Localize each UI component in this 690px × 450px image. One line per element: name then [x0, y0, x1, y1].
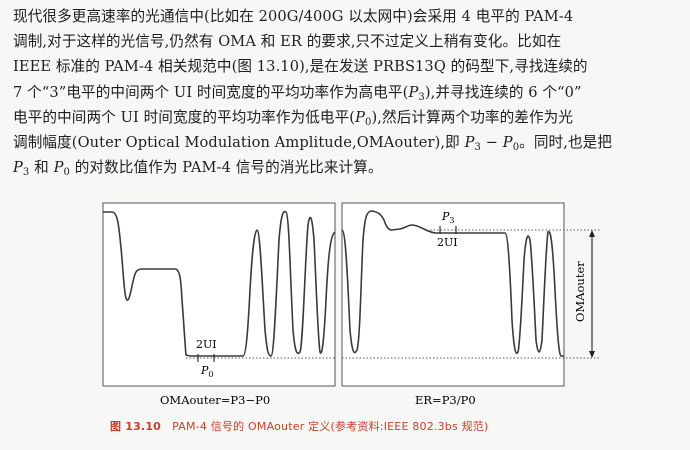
- paragraph-line: IEEE 标准的 PAM-4 相关规范中(图 13.10),是在发送 PRBS1…: [13, 58, 588, 76]
- omaouter-arrow-down: [589, 351, 595, 358]
- paragraph-line: 7 个“3”电平的中间两个 UI 时间宽度的平均功率作为高电平(P3),并寻找连…: [13, 83, 582, 103]
- right-panel-frame: [341, 202, 565, 387]
- paragraph-line: 电平的中间两个 UI 时间宽度的平均功率作为低电平(P0),然后计算两个功率的差…: [13, 108, 574, 128]
- caption-text: PAM-4 信号的 OMAouter 定义(参考资料:IEEE 802.3bs …: [172, 420, 489, 433]
- paragraph-line: 调制幅度(Outer Optical Modulation Amplitude,…: [13, 134, 613, 154]
- omaouter-vertical-label: OMAouter: [573, 261, 587, 322]
- left-2ui-label: 2UI: [196, 338, 217, 351]
- left-waveform: [103, 210, 336, 357]
- left-p0-label: P0: [200, 364, 214, 379]
- caption-number: 图 13.10: [110, 420, 162, 433]
- right-p3-label: P3: [441, 210, 455, 225]
- omaouter-arrow-up: [589, 230, 595, 237]
- figure-caption: 图 13.10 PAM-4 信号的 OMAouter 定义(参考资料:IEEE …: [110, 418, 489, 434]
- right-2ui-label: 2UI: [437, 236, 458, 249]
- paragraph-line: P3 和 P0 的对数比值作为 PAM-4 信号的消光比来计算。: [13, 159, 383, 179]
- paragraph-line: 现代很多更高速率的光通信中(比如在 200G/400G 以太网中)会采用 4 电…: [13, 8, 574, 25]
- right-formula: ER=P3/P0: [415, 393, 476, 407]
- right-waveform: [341, 210, 564, 357]
- left-panel-frame: [102, 202, 336, 387]
- left-formula: OMAouter=P3−P0: [160, 393, 270, 407]
- paragraph-line: 调制,对于这样的光信号,仍然有 OMA 和 ER 的要求,只不过定义上稍有变化。…: [13, 33, 562, 51]
- body-paragraph: 现代很多更高速率的光通信中(比如在 200G/400G 以太网中)会采用 4 电…: [13, 4, 681, 180]
